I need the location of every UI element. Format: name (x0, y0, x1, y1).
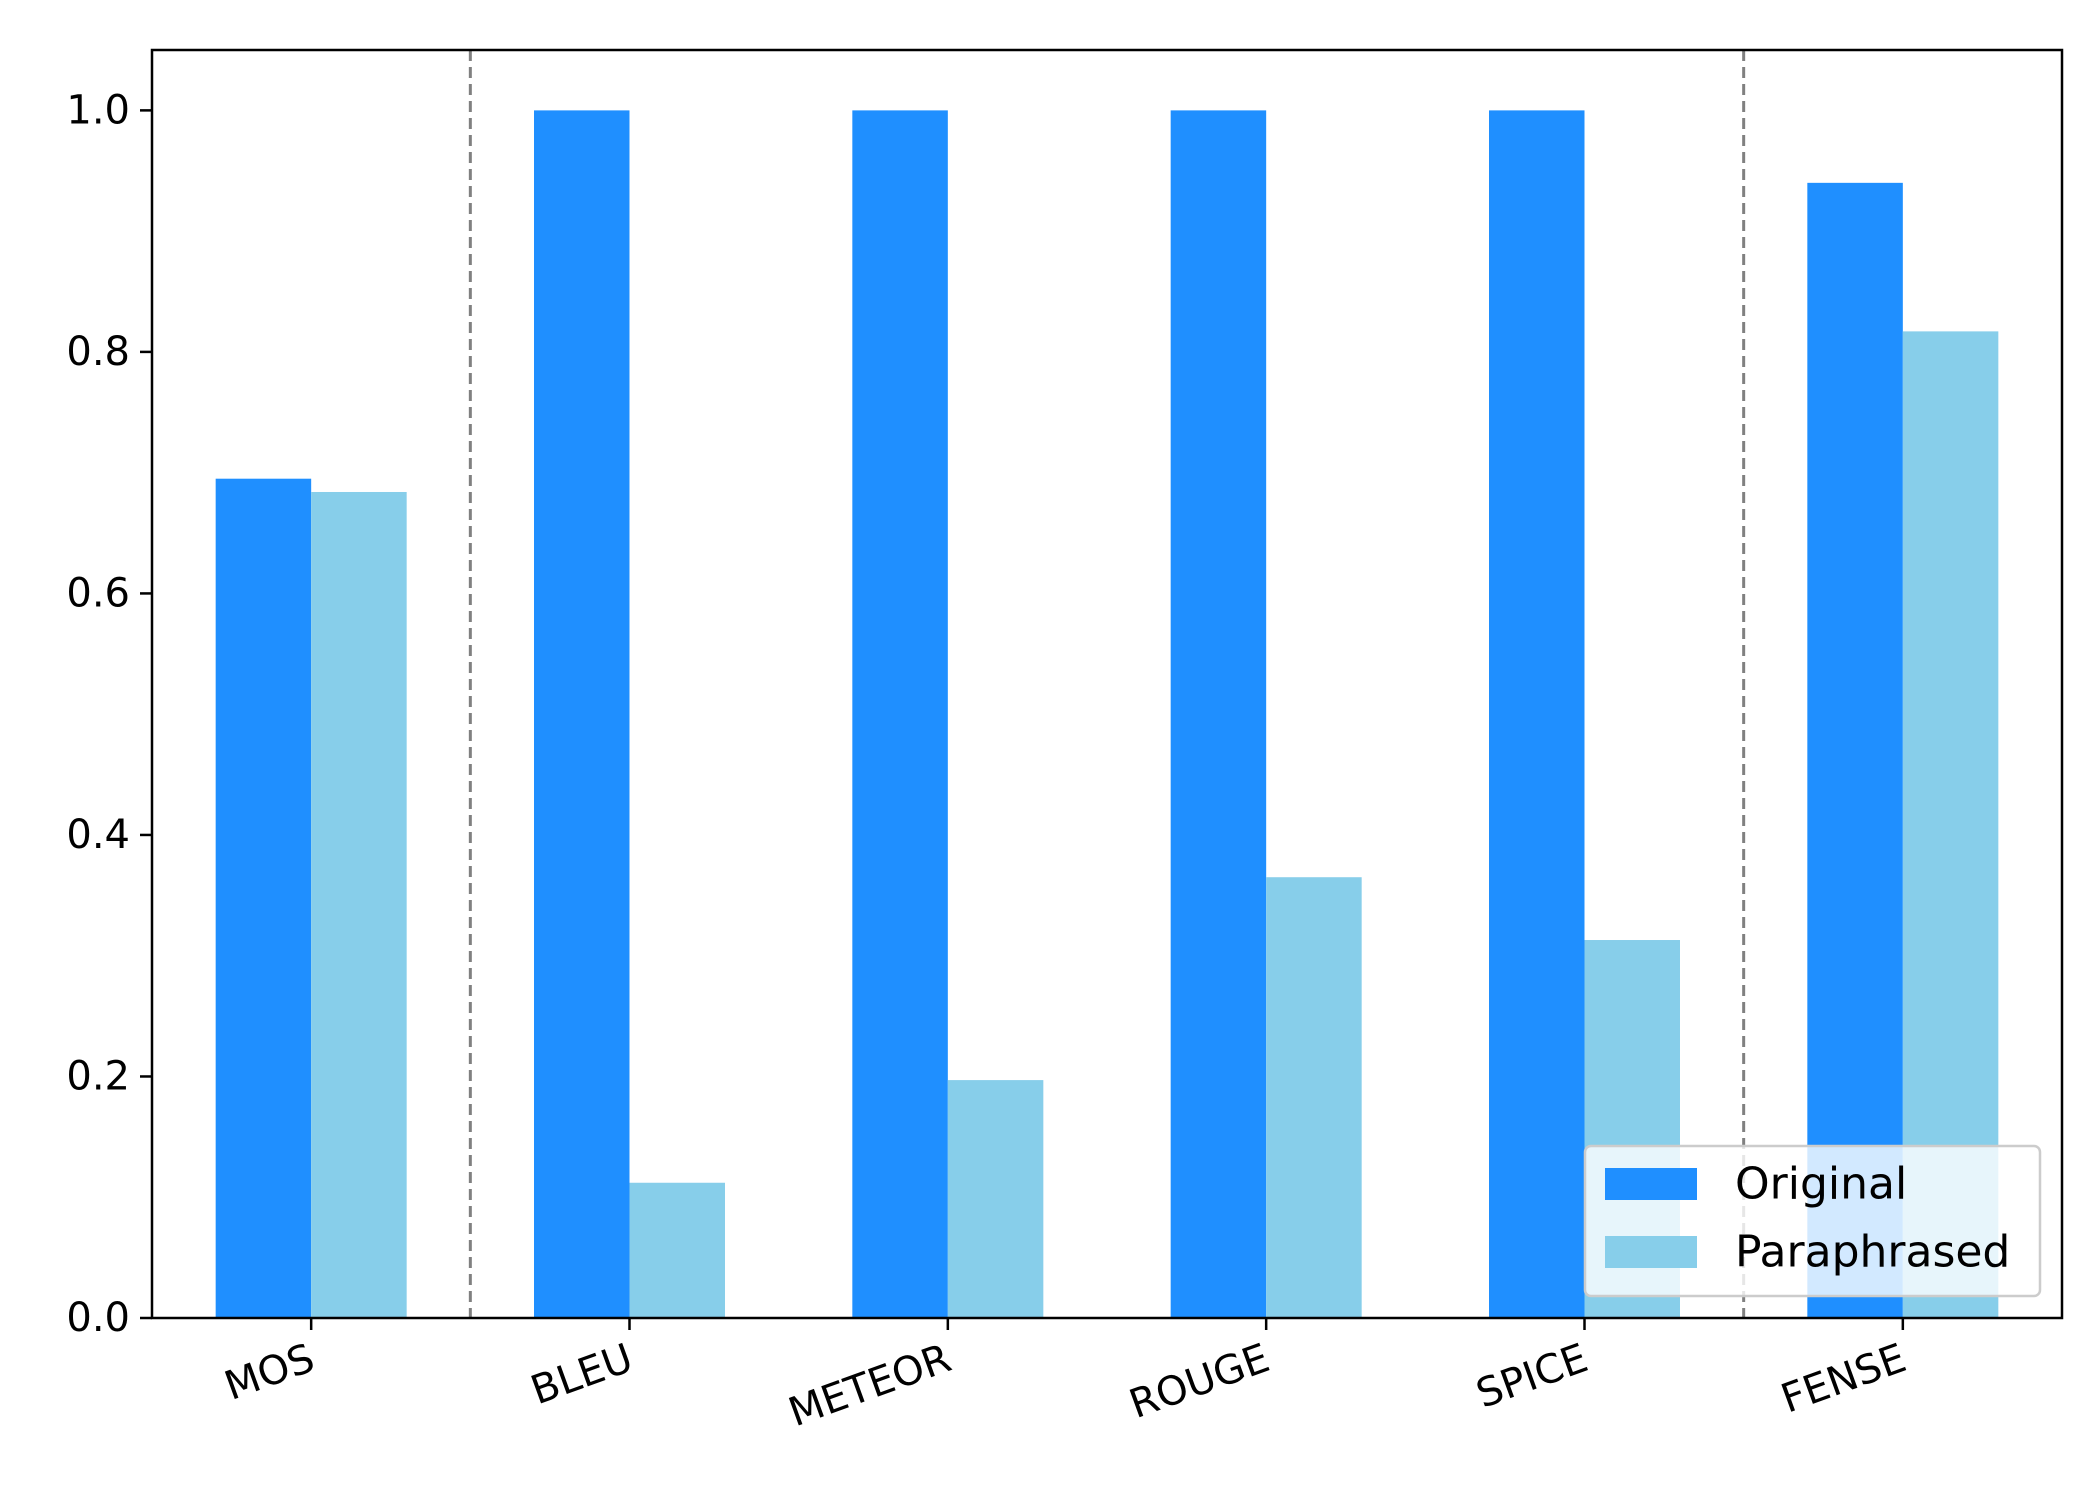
bar-paraphrased-mos (311, 491, 407, 1318)
x-tick-label-meteor: METEOR (783, 1335, 957, 1436)
bar-original-rouge (1170, 110, 1267, 1318)
x-tick-label-mos: MOS (219, 1335, 321, 1409)
legend-label-original: Original (1735, 1159, 1907, 1210)
legend-box (1583, 1144, 2042, 1298)
y-tick-label: 0.2 (66, 1053, 130, 1099)
bars-layer (215, 110, 1999, 1319)
x-tick-label-fense: FENSE (1775, 1335, 1912, 1422)
y-tick-label: 0.4 (66, 812, 130, 858)
bar-paraphrased-bleu (629, 1182, 725, 1318)
bar-original-fense (1807, 182, 1903, 1319)
bar-original-meteor (852, 110, 948, 1318)
bar-original-spice (1489, 110, 1585, 1318)
legend-label-paraphrased: Paraphrased (1735, 1227, 2010, 1278)
x-tick-label-rouge: ROUGE (1124, 1335, 1276, 1428)
x-tick-label-spice: SPICE (1470, 1335, 1593, 1417)
y-tick-label: 0.6 (66, 570, 130, 616)
legend-swatch-paraphrased (1605, 1236, 1697, 1268)
separators-layer (468, 50, 1746, 1318)
x-tick-label-bleu: BLEU (525, 1335, 639, 1414)
bar-original-mos (215, 478, 312, 1318)
bar-paraphrased-meteor (947, 1080, 1044, 1318)
y-tick-label: 1.0 (66, 87, 130, 133)
y-tick-label: 0.0 (66, 1295, 130, 1341)
bar-original-bleu (534, 110, 630, 1318)
bar-paraphrased-rouge (1266, 877, 1362, 1318)
y-tick-label: 0.8 (66, 329, 130, 375)
legend-swatch-original (1605, 1168, 1697, 1200)
legend: Original Paraphrased (1583, 1144, 2042, 1298)
plot-frame (150, 48, 2064, 1320)
